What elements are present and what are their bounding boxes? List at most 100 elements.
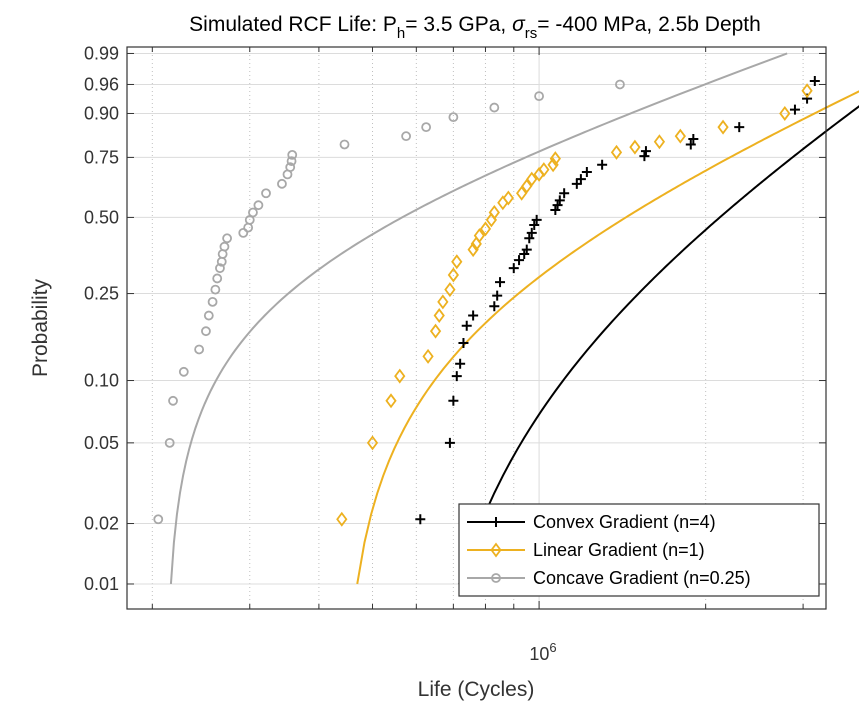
convex-data-point	[789, 104, 800, 115]
convex-data-point	[468, 310, 479, 321]
convex-data-point	[640, 146, 651, 157]
linear-data-point	[447, 267, 459, 283]
linear-data-point	[549, 151, 561, 167]
linear-data-point	[336, 511, 348, 527]
concave-data-point	[164, 437, 175, 448]
y-tick-label: 0.02	[84, 514, 119, 534]
concave-data-point	[178, 366, 189, 377]
y-tick-label: 0.50	[84, 207, 119, 227]
concave-data-point	[203, 310, 214, 321]
concave-data-point	[287, 149, 298, 160]
linear-data-point	[538, 162, 550, 178]
y-tick-label: 0.05	[84, 433, 119, 453]
concave-data-point	[615, 79, 625, 90]
legend-concave-marker-shape	[491, 573, 501, 583]
convex-data-point	[455, 358, 466, 369]
legend-concave-marker	[491, 573, 501, 583]
concave-data-point	[194, 344, 205, 355]
convex-data-point	[575, 174, 586, 185]
plot-area-frame	[126, 46, 827, 610]
legend-convex-marker-shape	[491, 517, 501, 527]
linear-data-point	[433, 308, 445, 324]
linear-data-point	[479, 221, 492, 237]
linear-data-point	[674, 128, 686, 144]
fit-lines	[169, 52, 859, 585]
concave-data-point	[421, 122, 432, 133]
legend: Convex Gradient (n=4) Linear Gradient (n…	[458, 503, 820, 597]
convex-data-point	[734, 122, 745, 133]
legend-linear-marker	[490, 542, 502, 558]
concave-data-point	[238, 227, 249, 238]
linear-data-point	[516, 185, 528, 201]
convex-data-point	[809, 75, 820, 86]
y-tick-label: 0.10	[84, 371, 119, 391]
concave-data-point	[215, 263, 225, 274]
y-tick-label: 0.96	[84, 74, 119, 94]
linear-data-point	[488, 204, 500, 220]
convex-data-point	[521, 244, 532, 255]
x-ticks	[151, 47, 804, 609]
convex-data-point	[458, 338, 469, 349]
linear-fit-line	[356, 90, 859, 585]
linear-data-point	[526, 171, 538, 187]
linear-data-point	[502, 190, 514, 206]
concave-data-point	[222, 233, 232, 244]
linear-data-point	[610, 144, 623, 160]
convex-data-point	[526, 227, 537, 238]
convex-data-point	[489, 301, 500, 312]
linear-data-point	[801, 83, 813, 99]
linear-data-point	[366, 435, 379, 451]
linear-data-point	[451, 254, 463, 270]
convex-data-point	[451, 371, 462, 382]
linear-data-point	[467, 242, 479, 258]
concave-data-point	[339, 139, 350, 150]
legend-linear-label: Linear Gradient (n=1)	[533, 540, 705, 560]
y-tick-label: 0.99	[84, 43, 119, 63]
linear-data-point	[429, 323, 442, 339]
concave-data-point	[248, 207, 258, 218]
chart-title: Simulated RCF Life: Ph= 3.5 GPa, σrs= -4…	[189, 13, 761, 42]
concave-data-point	[212, 273, 223, 284]
convex-data-point	[524, 233, 535, 244]
linear-data-point	[779, 105, 791, 121]
concave-data-point	[219, 241, 230, 252]
concave-data-point	[261, 188, 271, 199]
x-axis-label: Life (Cycles)	[418, 678, 535, 701]
concave-data-point	[207, 296, 218, 307]
convex-data-point	[531, 214, 542, 225]
convex-data-point	[559, 188, 570, 199]
y-axis-label: Probability	[29, 278, 52, 377]
y-tick-label: 0.25	[84, 284, 119, 304]
linear-data-point	[521, 178, 533, 194]
linear-data-point	[444, 282, 456, 298]
concave-data-point	[285, 162, 296, 173]
convex-data-point	[495, 277, 506, 288]
linear-data-point	[473, 228, 486, 244]
y-ticks: 0.01 0.02 0.05 0.10 0.25 0.50 0.75 0.90 0.96 0.99	[84, 43, 826, 594]
convex-data-point	[448, 395, 459, 406]
linear-data-point	[394, 368, 406, 384]
linear-data-point	[629, 139, 641, 155]
legend-concave-label: Concave Gradient (n=0.25)	[533, 568, 751, 588]
concave-data-point	[534, 91, 544, 102]
linear-data-point	[497, 195, 509, 211]
convex-data-point	[685, 139, 696, 150]
data-markers	[153, 75, 820, 527]
convex-data-point	[550, 205, 561, 216]
convex-data-point	[461, 320, 472, 331]
concave-data-point	[243, 222, 254, 233]
convex-data-point	[508, 263, 519, 274]
convex-data-point	[514, 255, 525, 266]
concave-data-point	[489, 102, 500, 113]
linear-data-point	[437, 294, 449, 310]
concave-fit-line	[169, 52, 788, 585]
linear-data-point	[422, 348, 434, 364]
convex-data-point	[639, 151, 650, 162]
convex-data-point	[554, 195, 565, 206]
convex-data-point	[415, 514, 426, 525]
y-tick-label: 0.01	[84, 574, 119, 594]
y-tick-label: 0.75	[84, 147, 119, 167]
legend-linear-marker-shape	[490, 542, 502, 558]
convex-fit-line	[458, 105, 859, 585]
